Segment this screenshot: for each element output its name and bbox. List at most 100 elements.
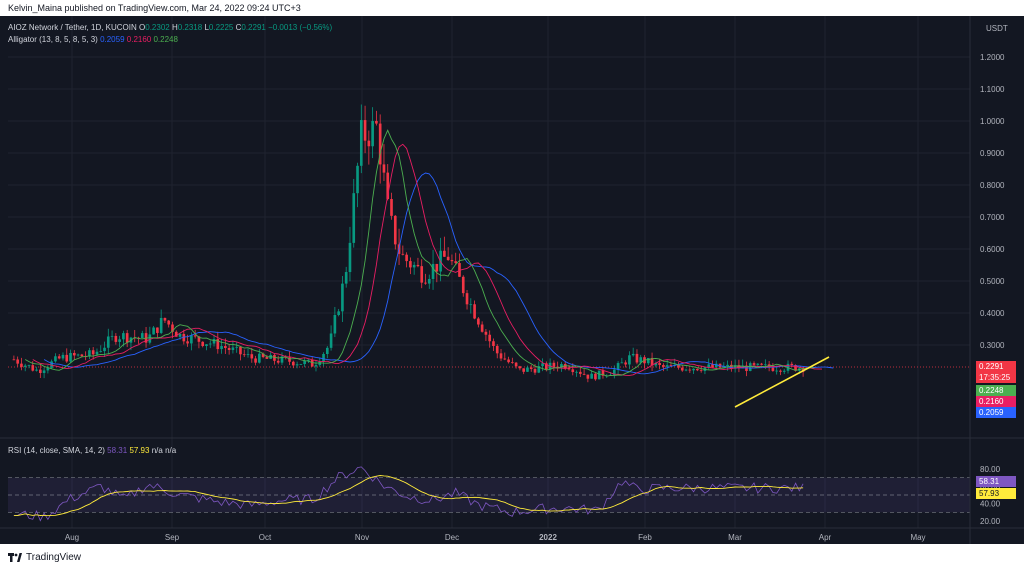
candle-body [790,363,794,366]
candle-body [477,318,480,325]
candle-body [646,357,650,364]
candle-body [492,341,495,346]
rsi-band [8,477,970,513]
candle-body [707,364,711,368]
time-tick-label: 2022 [539,533,557,542]
candle-body [624,362,627,365]
candle-body [118,339,121,342]
candle-body [737,365,741,369]
candle-body [567,368,571,370]
candle-body [265,357,269,359]
candle-body [235,346,239,348]
footer: TradingView [0,544,1024,569]
candle-body [322,353,325,362]
candle-body [239,346,242,355]
countdown-tag: 17:35:25 [976,372,1016,383]
candle-body [186,341,189,344]
candle-body [465,293,469,305]
candle-body [216,339,220,350]
chart-area[interactable] [0,16,1024,544]
candle-body [12,359,16,361]
symbol-name: AIOZ Network / Tether, 1D, KUCOIN [8,23,137,32]
candle-body [484,331,488,335]
jaw-tag: 0.2059 [976,407,1016,418]
candle-body [688,369,692,371]
candle-body [261,353,265,358]
candle-body [258,353,261,363]
candle-body [212,339,216,344]
candle-body [88,350,91,357]
rsi-legend[interactable]: RSI (14, close, SMA, 14, 2) 58.31 57.93 … [8,446,176,455]
candle-body [16,359,19,364]
alligator-jaw-value: 0.2059 [100,35,125,44]
candle-body [699,370,703,372]
candle-body [450,260,454,262]
open-label: O [139,23,146,32]
candle-body [382,164,386,173]
candle-body [541,363,544,367]
candle-body [80,354,84,357]
candle-body [76,354,80,356]
tradingview-logo[interactable]: TradingView [8,552,81,563]
rsi-na-2: n/a [165,446,177,455]
candle-body [760,363,763,365]
candle-body [201,341,205,347]
candle-body [730,364,733,369]
candle-body [299,364,303,365]
candle-body [571,369,575,373]
candle-body [227,348,231,351]
candle-body [764,364,767,366]
high-label: H [171,23,178,32]
candle-body [654,362,658,366]
candle-body [57,356,61,359]
rsi-ma-line [13,475,804,517]
candle-body [386,172,390,200]
alligator-legend[interactable]: Alligator (13, 8, 5, 8, 5, 3) 0.2059 0.2… [8,35,178,44]
candle-body [133,337,137,339]
candle-body [782,370,786,372]
candle-body [556,366,559,369]
candle-body [242,354,246,356]
candle-body [677,364,680,368]
candle-body [341,283,344,312]
candle-body [61,354,65,359]
candle-body [424,282,427,284]
time-tick-label: May [910,533,925,542]
candle-body [684,369,688,371]
candle-body [95,351,99,355]
candle-body [38,369,42,373]
candle-body [42,370,46,373]
candle-body [273,354,276,361]
lips-tag: 0.2248 [976,385,1016,396]
candle-body [692,368,695,371]
candle-body [344,272,348,284]
candle-body [359,120,363,166]
candle-body [106,336,110,348]
candle-body [662,365,665,367]
candle-body [390,199,393,216]
candle-body [597,370,601,380]
candle-body [631,353,635,356]
candle-body [726,364,729,367]
time-tick-label: Feb [638,533,652,542]
candle-body [503,358,507,360]
rsi-tick-label: 80.00 [980,465,1001,474]
candle-body [714,363,718,368]
candle-body [594,373,597,380]
candle-body [99,351,103,352]
candle-body [288,357,291,362]
candle-body [254,358,257,363]
candle-body [526,367,529,372]
candle-body [140,333,144,339]
candle-body [601,370,605,376]
candle-body [307,359,310,361]
candle-body [514,362,518,367]
rsi-line [13,466,804,522]
candle-body [310,359,314,367]
candle-body [537,366,541,373]
candle-body [794,365,797,371]
candle-body [431,263,435,279]
trend-line [734,356,830,408]
candle-body [27,365,31,366]
